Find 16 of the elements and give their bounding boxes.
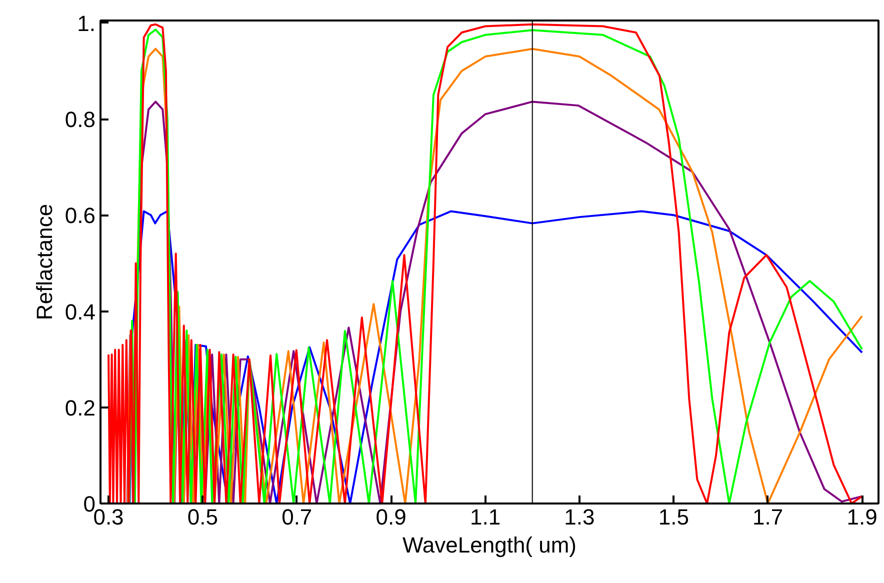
y-tick-label: 0.4 [64, 299, 96, 324]
y-tick-label: 0.6 [64, 203, 96, 228]
y-axis-title: Reflactance [32, 204, 57, 320]
x-tick-label: 1.5 [658, 504, 689, 530]
x-tick-label: 1.9 [846, 504, 878, 530]
y-tick-label: 1. [77, 10, 96, 36]
x-axis-title: WaveLength( um) [402, 532, 577, 558]
x-tick-label: 0.5 [187, 504, 218, 530]
x-tick-label: 1.3 [564, 504, 595, 530]
x-tick-label: 1.7 [752, 504, 784, 530]
x-tick-label: 1.1 [470, 504, 501, 530]
x-tick-label: 0.7 [282, 504, 312, 530]
x-tick-label: 0.3 [93, 504, 124, 530]
x-tick-label: 0.9 [376, 504, 406, 530]
y-tick-label: 0.2 [64, 395, 96, 420]
y-tick-label: 0.8 [64, 107, 96, 132]
